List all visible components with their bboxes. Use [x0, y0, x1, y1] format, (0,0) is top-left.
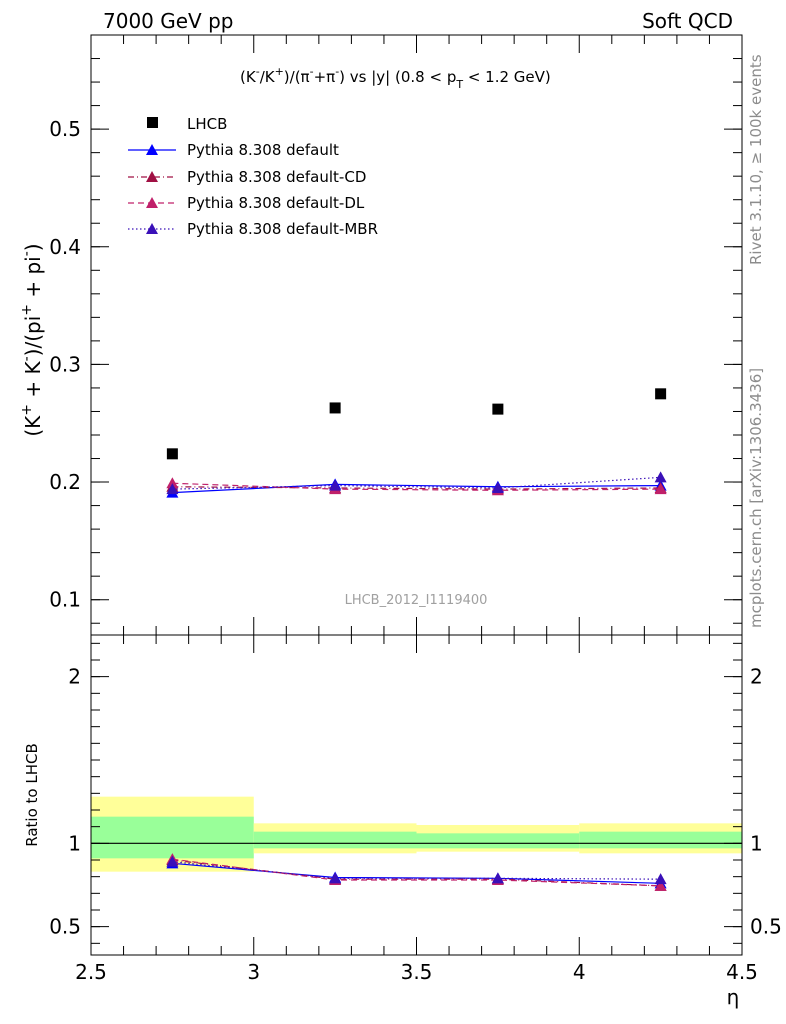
uncertainty-band-inner: [91, 816, 254, 859]
uncertainty-band-inner: [253, 831, 417, 849]
legend-label-default: Pythia 8.308 default: [187, 141, 339, 159]
legend-marker-mbr: [146, 223, 158, 234]
x-tick-label: 4: [573, 960, 586, 984]
ratio-data-point: [654, 873, 667, 885]
main-title: (K-/K+)/(π-+π-) vs |y| (0.8 < pT < 1.2 G…: [240, 65, 551, 91]
legend-label-lhcb: LHCB: [187, 115, 227, 133]
legend-label-dl: Pythia 8.308 default-DL: [187, 194, 365, 212]
x-tick-label: 2.5: [75, 960, 107, 984]
analysis-watermark: LHCB_2012_I1119400: [345, 593, 488, 608]
legend-marker-cd: [146, 171, 158, 182]
ratio-series-line: [172, 858, 661, 887]
y-tick-label: 0.2: [49, 470, 81, 494]
uncertainty-band-inner: [416, 833, 580, 849]
header-right: Soft QCD: [642, 9, 733, 33]
lhcb-data-point: [329, 402, 341, 414]
uncertainty-band-inner: [579, 831, 742, 849]
legend-marker-default: [146, 144, 158, 155]
legend-marker-lhcb: [147, 117, 158, 128]
legend-marker-dl: [146, 197, 158, 208]
y-tick-label: 0.4: [49, 235, 81, 259]
ratio-y-tick-label: 1: [68, 831, 81, 855]
lhcb-data-point: [492, 403, 504, 415]
x-axis-label: η: [727, 985, 740, 1009]
ratio-ticks: 0.5 0.5 1 1 2 2 2.5 3 3.5 4 4.5: [49, 635, 782, 984]
ratio-data-point: [491, 872, 504, 884]
mc-data-point: [491, 481, 504, 493]
legend-label-cd: Pythia 8.308 default-CD: [187, 168, 366, 186]
ratio-y-tick-label-right: 2: [750, 665, 763, 689]
mc-data-point: [166, 477, 179, 489]
mc-series-line: [172, 482, 661, 491]
mc-series-line: [172, 476, 661, 490]
ratio-data-point: [329, 872, 342, 884]
mc-data-point: [654, 483, 667, 495]
ratio-y-tick-label-right: 1: [750, 831, 763, 855]
ratio-y-tick-label-right: 0.5: [750, 915, 782, 939]
main-data-layer: [166, 388, 667, 498]
x-tick-label: 3.5: [401, 960, 433, 984]
lhcb-data-point: [655, 388, 667, 400]
lhcb-data-point: [166, 448, 178, 460]
legend-label-mbr: Pythia 8.308 default-MBR: [187, 220, 378, 238]
mc-series-line: [172, 483, 661, 494]
ratio-data-layer: [91, 796, 742, 891]
mc-data-point: [166, 483, 179, 495]
main-panel: 0.1 0.2 0.3 0.4 0.5 (K-/K+)/(π-+π-) vs |y| (…: [19, 34, 743, 636]
y-tick-label: 0.3: [49, 352, 81, 376]
header-left: 7000 GeV pp: [103, 9, 234, 33]
ratio-frame: [90, 634, 743, 956]
legend: LHCB Pythia 8.308 default Pythia 8.308 d…: [128, 115, 378, 238]
ratio-data-point: [166, 855, 179, 867]
rivet-label: Rivet 3.1.10, ≥ 100k events: [747, 54, 765, 265]
y-tick-label: 0.1: [49, 588, 81, 612]
ratio-ylabel: Ratio to LHCB: [23, 743, 41, 847]
ratio-data-point: [654, 879, 667, 891]
y-tick-label: 0.5: [49, 117, 81, 141]
main-ticks: 0.1 0.2 0.3 0.4 0.5: [49, 34, 743, 635]
ratio-series-line: [172, 861, 661, 880]
mcplots-label: mcplots.cern.ch [arXiv:1306.3436]: [747, 368, 765, 628]
x-tick-label: 4.5: [726, 960, 758, 984]
mc-data-point: [329, 479, 342, 491]
mc-data-point: [654, 471, 667, 483]
x-tick-label: 3: [247, 960, 260, 984]
ratio-y-tick-label: 2: [68, 665, 81, 689]
ratio-panel: 0.5 0.5 1 1 2 2 2.5 3 3.5 4 4.5 Ratio to LHCB η: [23, 634, 782, 1009]
ratio-y-tick-label: 0.5: [49, 915, 81, 939]
main-ylabel: (K+ + K-)/(pi+ + pi-): [19, 243, 45, 436]
